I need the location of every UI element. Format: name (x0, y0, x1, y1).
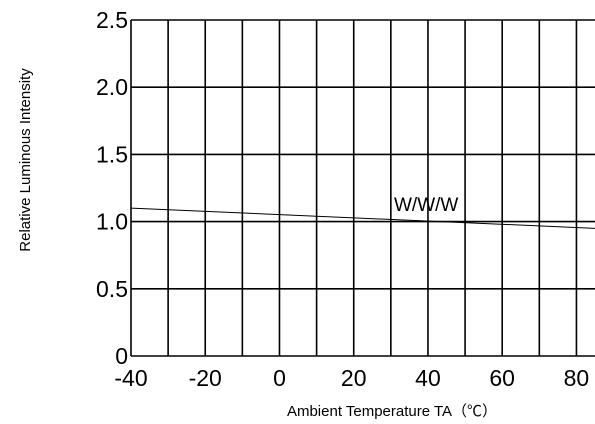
y-tick-label: 1.0 (96, 209, 128, 235)
x-tick-label: 0 (273, 365, 286, 391)
series-line (130, 207, 595, 229)
y-tick-label: 1.5 (96, 141, 128, 167)
y-tick-labels: 0 0.5 1.0 1.5 2.0 2.5 (96, 7, 128, 369)
y-tick-label: 2.5 (96, 7, 128, 33)
y-axis-title: Relative Luminous Intensity (17, 68, 34, 252)
y-tick-label: 0 (115, 343, 128, 369)
x-tick-label: 80 (564, 365, 590, 391)
x-tick-labels: -40 -20 0 20 40 60 80 (114, 365, 589, 391)
horizontal-gridlines (131, 19, 595, 357)
y-tick-label: 0.5 (96, 276, 128, 302)
y-tick-label: 2.0 (96, 74, 128, 100)
x-tick-label: -40 (114, 365, 147, 391)
x-tick-label: -20 (189, 365, 222, 391)
x-tick-label: 60 (489, 365, 515, 391)
vertical-gridlines (130, 20, 578, 356)
series-label: W/W/W (394, 195, 458, 216)
x-axis-title: Ambient Temperature TA（℃） (287, 403, 497, 420)
x-tick-label: 20 (341, 365, 367, 391)
series-lines (130, 207, 595, 229)
x-tick-label: 40 (415, 365, 441, 391)
